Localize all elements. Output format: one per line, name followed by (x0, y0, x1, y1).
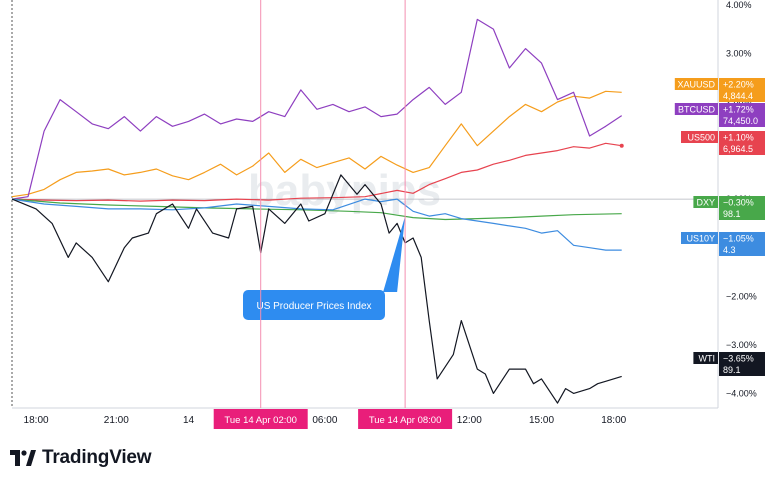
callout-text: US Producer Prices Index (256, 301, 371, 312)
event-label-box (213, 409, 308, 429)
x-tick-label: 14 (183, 415, 195, 426)
x-tick-label: 15:00 (529, 415, 554, 426)
series-tag-name-box (674, 103, 718, 115)
series-tag-value-box (719, 131, 765, 155)
series-tag-value-box (719, 78, 765, 102)
series-tag-name: BTCUSD (678, 105, 716, 115)
event-markers: Tue 14 Apr 02:00 Tue 14 Apr 08:00 (213, 0, 453, 429)
series-tag-change: +2.20% (723, 80, 754, 90)
x-axis-ticks: 18:00 21:00 14 06:00 12:00 15:00 18:00 (24, 415, 627, 426)
series-tag-price: 4,844.4 (723, 91, 753, 101)
callout-box (243, 290, 385, 320)
event-label-1: Tue 14 Apr 02:00 (213, 409, 308, 429)
series-tag-name: US500 (687, 133, 715, 143)
y-tick-label: 4.00% (726, 0, 752, 10)
series-tag-price: 6,964.5 (723, 144, 753, 154)
series-tag-name: XAUUSD (677, 80, 715, 90)
series-tag-us500: US500 +1.10%6,964.5 (681, 131, 765, 155)
series-tag-value-box (719, 103, 765, 127)
series-tags: XAUUSD +2.20%4,844.4 BTCUSD +1.72%74,450.0 U… (674, 78, 765, 376)
series-tag-us10y: US10Y −1.05%4.3 (681, 232, 765, 256)
series-tag-change: +1.10% (723, 133, 754, 143)
x-tick-label: 18:00 (601, 415, 626, 426)
series-tag-xauusd: XAUUSD +2.20%4,844.4 (674, 78, 765, 102)
series-line-xauusd (11, 90, 622, 198)
series-tag-price: 4.3 (723, 245, 736, 255)
series-tag-change: −0.30% (723, 198, 754, 208)
series-tag-change: +1.72% (723, 105, 754, 115)
event-label-text: Tue 14 Apr 02:00 (224, 415, 297, 426)
series-line-us500 (11, 142, 622, 202)
series-tag-name: US10Y (686, 234, 715, 244)
series-tag-name: DXY (696, 198, 715, 208)
series-tag-change: −3.65% (723, 354, 754, 364)
series-tag-change: −1.05% (723, 234, 754, 244)
series-line-btcusd (11, 18, 623, 200)
event-label-text: Tue 14 Apr 08:00 (369, 415, 442, 426)
event-label-box (358, 409, 453, 429)
brand-logo[interactable]: TradingView (10, 447, 152, 469)
series-tag-btcusd: BTCUSD +1.72%74,450.0 (674, 103, 765, 127)
x-tick-label: 06:00 (312, 415, 337, 426)
series-tag-name-box (674, 78, 718, 90)
series-line-wti (11, 174, 622, 404)
series-tag-dxy: DXY −0.30%98.1 (693, 196, 765, 220)
series-end-dot-us500 (619, 143, 624, 148)
watermark: babypips (248, 166, 441, 215)
tradingview-logo-icon (10, 450, 36, 466)
y-tick-label: 3.00% (726, 48, 752, 58)
callout-pointer (383, 216, 406, 292)
series-tag-name: WTI (699, 354, 716, 364)
series-tag-name-box (693, 196, 718, 208)
brand-name: TradingView (42, 447, 152, 468)
series-tag-value-box (719, 232, 765, 256)
series-tag-value-box (719, 196, 765, 220)
series-tag-name-box (681, 232, 718, 244)
y-tick-label: −3.00% (726, 340, 757, 350)
event-label-2: Tue 14 Apr 08:00 (358, 409, 453, 429)
series-tag-value-box (719, 352, 765, 376)
x-tick-label: 12:00 (457, 415, 482, 426)
series-tag-name-box (681, 131, 718, 143)
series-tag-price: 74,450.0 (723, 116, 758, 126)
series-tag-price: 89.1 (723, 365, 741, 375)
x-tick-label: 21:00 (104, 415, 129, 426)
y-tick-label: −2.00% (726, 291, 757, 301)
annotation-callout[interactable]: US Producer Prices Index (243, 216, 406, 320)
series-line-dxy (11, 198, 622, 221)
series-tag-name-box (693, 352, 718, 364)
y-tick-label: −4.00% (726, 388, 757, 398)
series-tag-price: 98.1 (723, 209, 741, 219)
series-tag-wti: WTI −3.65%89.1 (693, 352, 765, 376)
x-tick-label: 18:00 (24, 415, 49, 426)
